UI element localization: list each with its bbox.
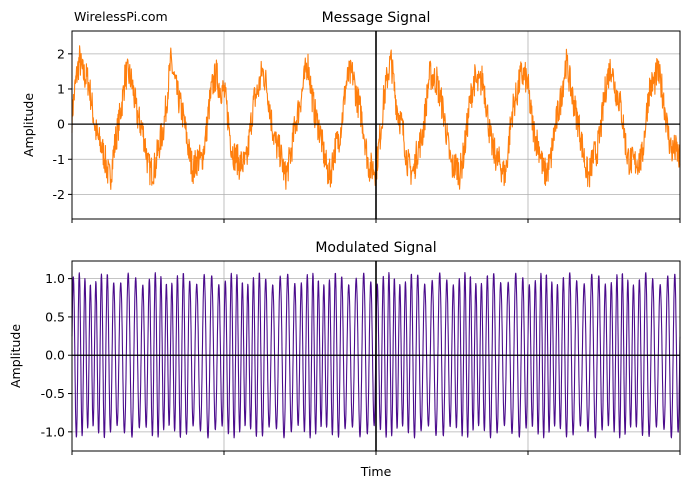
modulated-y-ticks: -1.0 -0.5 0.0 0.5 1.0 bbox=[41, 271, 72, 439]
y-tick-label: 1 bbox=[57, 81, 65, 96]
y-tick-label: 1.0 bbox=[45, 271, 65, 286]
modulated-reference-lines bbox=[72, 261, 680, 451]
modulated-x-ticks bbox=[71, 451, 681, 455]
y-tick-label: 0.0 bbox=[45, 348, 65, 363]
y-tick-label: 2 bbox=[57, 46, 65, 61]
y-tick-label: -0.5 bbox=[41, 386, 65, 401]
y-tick-label: -1 bbox=[53, 152, 65, 167]
message-reference-lines bbox=[72, 31, 680, 219]
message-signal-axes: -2 -1 0 1 2 Message Signal WirelessPi.com Am… bbox=[21, 9, 681, 223]
message-x-ticks bbox=[71, 219, 681, 223]
y-tick-label: 0 bbox=[57, 117, 65, 132]
x-axis-label: Time bbox=[360, 464, 392, 479]
message-y-ticks: -2 -1 0 1 2 bbox=[53, 46, 72, 202]
modulated-title: Modulated Signal bbox=[315, 240, 436, 256]
modulated-signal-axes: -1.0 -0.5 0.0 0.5 1.0 Modulated Signal Ampli… bbox=[8, 240, 681, 479]
y-tick-label: -2 bbox=[53, 187, 65, 202]
message-y-axis-label: Amplitude bbox=[21, 93, 36, 157]
modulated-y-axis-label: Amplitude bbox=[8, 324, 23, 388]
watermark-text: WirelessPi.com bbox=[74, 9, 168, 24]
message-title: Message Signal bbox=[322, 10, 431, 26]
y-tick-label: -1.0 bbox=[41, 424, 65, 439]
y-tick-label: 0.5 bbox=[45, 309, 65, 324]
